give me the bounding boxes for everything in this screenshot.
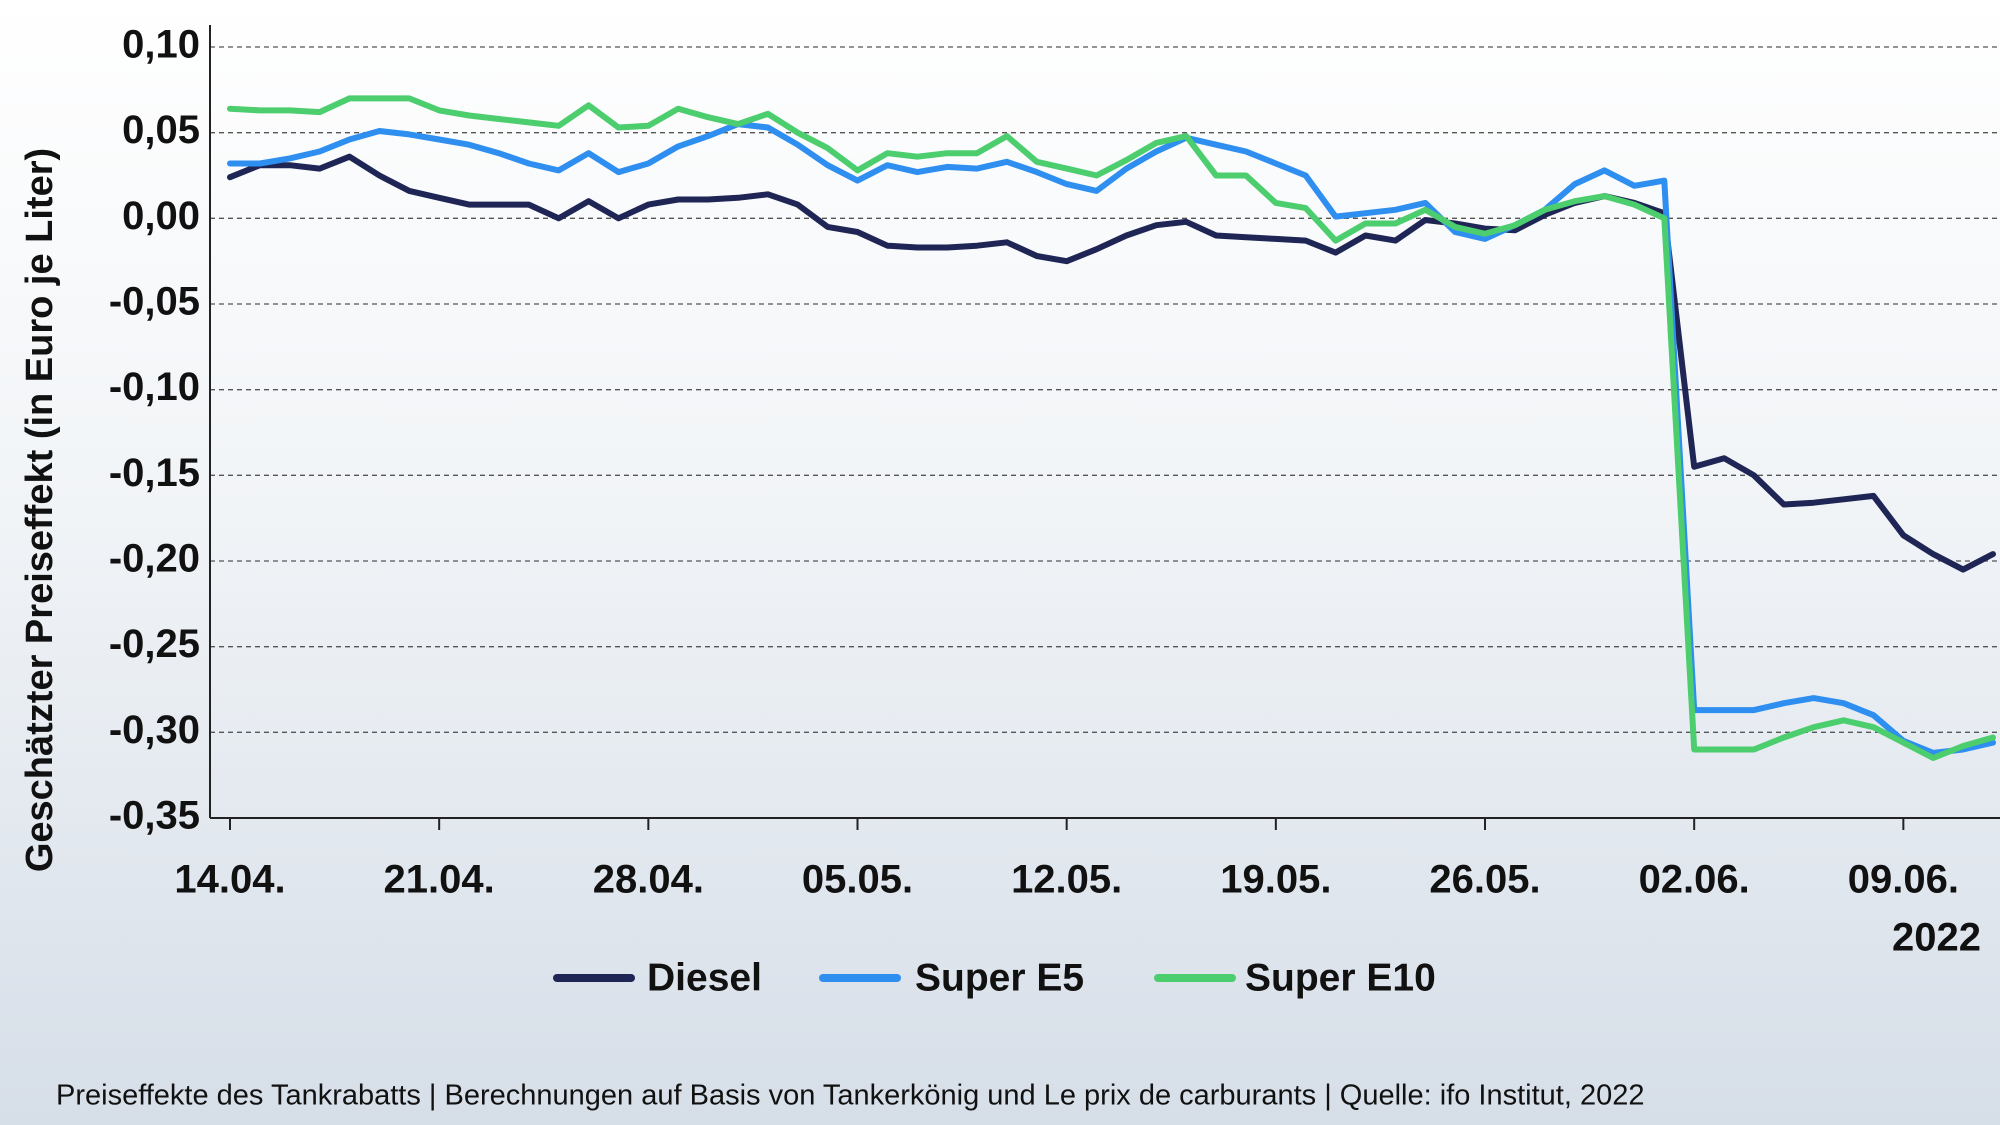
x-tick-label: 28.04. [593,858,704,902]
y-tick-label: -0,30 [109,708,200,752]
legend-label: Super E5 [915,956,1084,999]
legend-label: Diesel [647,956,762,999]
y-tick-label: -0,10 [109,365,200,409]
y-tick-label: -0,15 [109,451,200,495]
footer: Preiseffekte des Tankrabatts | Berechnun… [56,1080,1645,1112]
series-line [227,95,1996,761]
x-tick-label: 05.05. [802,858,913,902]
y-tick-label: 0,05 [122,108,200,152]
y-tick-label: -0,05 [109,280,200,324]
y-tick-label: -0,35 [109,794,200,838]
y-axis-label: Geschätzter Preiseffekt (in Euro je Lite… [19,148,61,872]
x-tick-label: 14.04. [174,858,285,902]
x-tick-label: 02.06. [1639,858,1750,902]
series-line [227,153,1996,573]
x-year-label: 2022 [1892,916,1981,960]
legend-label: Super E10 [1245,956,1436,999]
x-tick-label: 21.04. [384,858,495,902]
x-tick-label: 09.06. [1848,858,1959,902]
y-tick-label: 0,00 [122,194,200,238]
y-tick-label: 0,10 [122,23,200,67]
y-tick-label: -0,25 [109,622,200,666]
y-tick-label: -0,20 [109,537,200,581]
x-tick-label: 26.05. [1429,858,1540,902]
x-tick-label: 19.05. [1220,858,1331,902]
x-tick-label: 12.05. [1011,858,1122,902]
series-line [227,121,1996,756]
